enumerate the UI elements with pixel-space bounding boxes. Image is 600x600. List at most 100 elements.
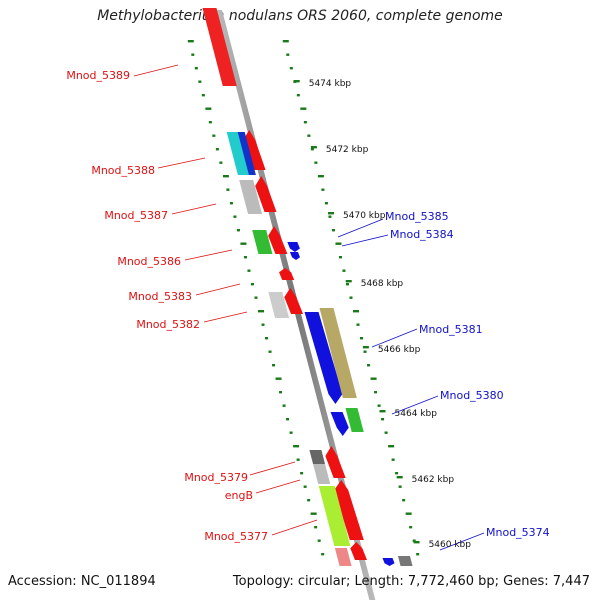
accession-text: Accession: NC_011894 bbox=[8, 574, 156, 589]
tick-mark bbox=[289, 431, 293, 434]
gene-block-5375 bbox=[334, 548, 352, 566]
tick-mark bbox=[377, 404, 381, 407]
tick-mark bbox=[310, 148, 314, 151]
leader-line bbox=[171, 203, 217, 215]
tick-mark bbox=[398, 485, 402, 488]
leader-line bbox=[439, 532, 485, 551]
tick-mark bbox=[338, 256, 342, 259]
tick-mark bbox=[353, 310, 359, 313]
tick-mark bbox=[360, 337, 364, 340]
kbp-label: 5462 kbp bbox=[412, 475, 455, 485]
gene-block-5383 bbox=[279, 268, 295, 280]
tick-mark bbox=[296, 458, 300, 461]
kbp-tick bbox=[396, 476, 403, 479]
tick-mark bbox=[395, 472, 399, 475]
kbp-tick bbox=[328, 212, 335, 215]
tick-mark bbox=[247, 269, 251, 272]
gene-block-5379b bbox=[309, 450, 326, 464]
tick-mark bbox=[194, 67, 198, 70]
tick-mark bbox=[282, 404, 286, 407]
tick-mark bbox=[261, 323, 265, 326]
tick-mark bbox=[374, 391, 378, 394]
tick-mark bbox=[215, 148, 219, 151]
tick-mark bbox=[349, 296, 353, 299]
gene-block-5388c bbox=[237, 132, 256, 175]
kbp-tick bbox=[293, 80, 300, 83]
tick-mark bbox=[307, 134, 311, 137]
leader-line bbox=[271, 519, 318, 536]
gene-label-forward: Mnod_5388 bbox=[91, 164, 155, 177]
kbp-labels: 5474 kbp 5472 kbp 5470 kbp 5468 kbp 5466 kbp… bbox=[293, 79, 471, 550]
tick-mark bbox=[303, 485, 307, 488]
gene-label-forward: Mnod_5386 bbox=[117, 255, 181, 268]
tick-mark bbox=[412, 539, 416, 542]
tick-mark bbox=[345, 283, 349, 286]
gene-block-5382b bbox=[268, 292, 290, 318]
tick-mark bbox=[240, 242, 247, 245]
gene-label-forward: Mnod_5389 bbox=[66, 69, 130, 82]
gene-label-reverse: Mnod_5384 bbox=[390, 228, 454, 241]
tick-mark bbox=[381, 418, 385, 421]
tick-mark bbox=[409, 526, 413, 529]
tick-mark bbox=[219, 161, 223, 164]
tick-mark bbox=[265, 337, 269, 340]
right-tick-track bbox=[282, 40, 420, 556]
tick-mark bbox=[321, 553, 325, 556]
gene-label-forward: Mnod_5379 bbox=[184, 471, 248, 484]
tick-mark bbox=[363, 350, 367, 353]
diagram-title: Methylobacterium nodulans ORS 2060, comp… bbox=[97, 8, 503, 24]
kbp-tick bbox=[413, 541, 420, 544]
gene-label-reverse: Mnod_5380 bbox=[440, 389, 504, 402]
tick-mark bbox=[187, 40, 194, 43]
gene-label-forward: Mnod_5377 bbox=[204, 530, 268, 543]
tick-mark bbox=[236, 229, 240, 232]
gene-block-5387b bbox=[239, 180, 263, 214]
leader-line bbox=[255, 479, 301, 494]
topology-text: Topology: circular; Length: 7,772,460 bp… bbox=[232, 574, 590, 589]
tick-mark bbox=[384, 431, 388, 434]
kbp-tick bbox=[310, 146, 317, 149]
kbp-label: 5474 kbp bbox=[309, 79, 352, 89]
gene-block-5377a bbox=[334, 480, 364, 540]
tick-mark bbox=[310, 512, 317, 515]
tick-mark bbox=[229, 202, 233, 205]
tick-mark bbox=[388, 445, 395, 448]
gene-label-reverse: Mnod_5381 bbox=[419, 323, 483, 336]
leader-line bbox=[133, 64, 179, 77]
gene-block-5388a bbox=[243, 130, 266, 170]
tick-mark bbox=[314, 526, 318, 529]
tick-mark bbox=[268, 350, 272, 353]
gene-block-5374a bbox=[397, 556, 413, 566]
tick-mark bbox=[208, 121, 212, 124]
tick-mark bbox=[275, 377, 282, 380]
gene-block-5385 bbox=[287, 242, 300, 252]
tick-mark bbox=[258, 310, 264, 313]
tick-mark bbox=[272, 364, 276, 367]
tick-mark bbox=[233, 215, 237, 218]
gene-block-5384 bbox=[289, 252, 300, 260]
leader-line bbox=[195, 283, 241, 296]
leader-line bbox=[391, 395, 439, 415]
tick-mark bbox=[405, 512, 412, 515]
tick-mark bbox=[370, 377, 377, 380]
tick-mark bbox=[286, 53, 290, 56]
tick-mark bbox=[342, 269, 346, 272]
gene-label-reverse: Mnod_5374 bbox=[486, 526, 550, 539]
tick-mark bbox=[324, 202, 328, 205]
gene-features bbox=[202, 8, 413, 566]
gene-block-5386b bbox=[252, 230, 273, 254]
tick-mark bbox=[191, 53, 195, 56]
tick-mark bbox=[300, 472, 304, 475]
gene-block-5381a bbox=[304, 312, 343, 404]
tick-mark bbox=[328, 215, 332, 218]
kbp-label: 5470 kbp bbox=[343, 211, 386, 221]
tick-mark bbox=[250, 283, 254, 286]
tick-mark bbox=[205, 107, 212, 110]
gene-block-5381b bbox=[319, 308, 357, 398]
gene-block-5387a bbox=[255, 176, 277, 212]
left-tick-track bbox=[187, 40, 325, 556]
tick-mark bbox=[335, 242, 342, 245]
tick-mark bbox=[226, 188, 230, 191]
tick-mark bbox=[307, 499, 311, 502]
